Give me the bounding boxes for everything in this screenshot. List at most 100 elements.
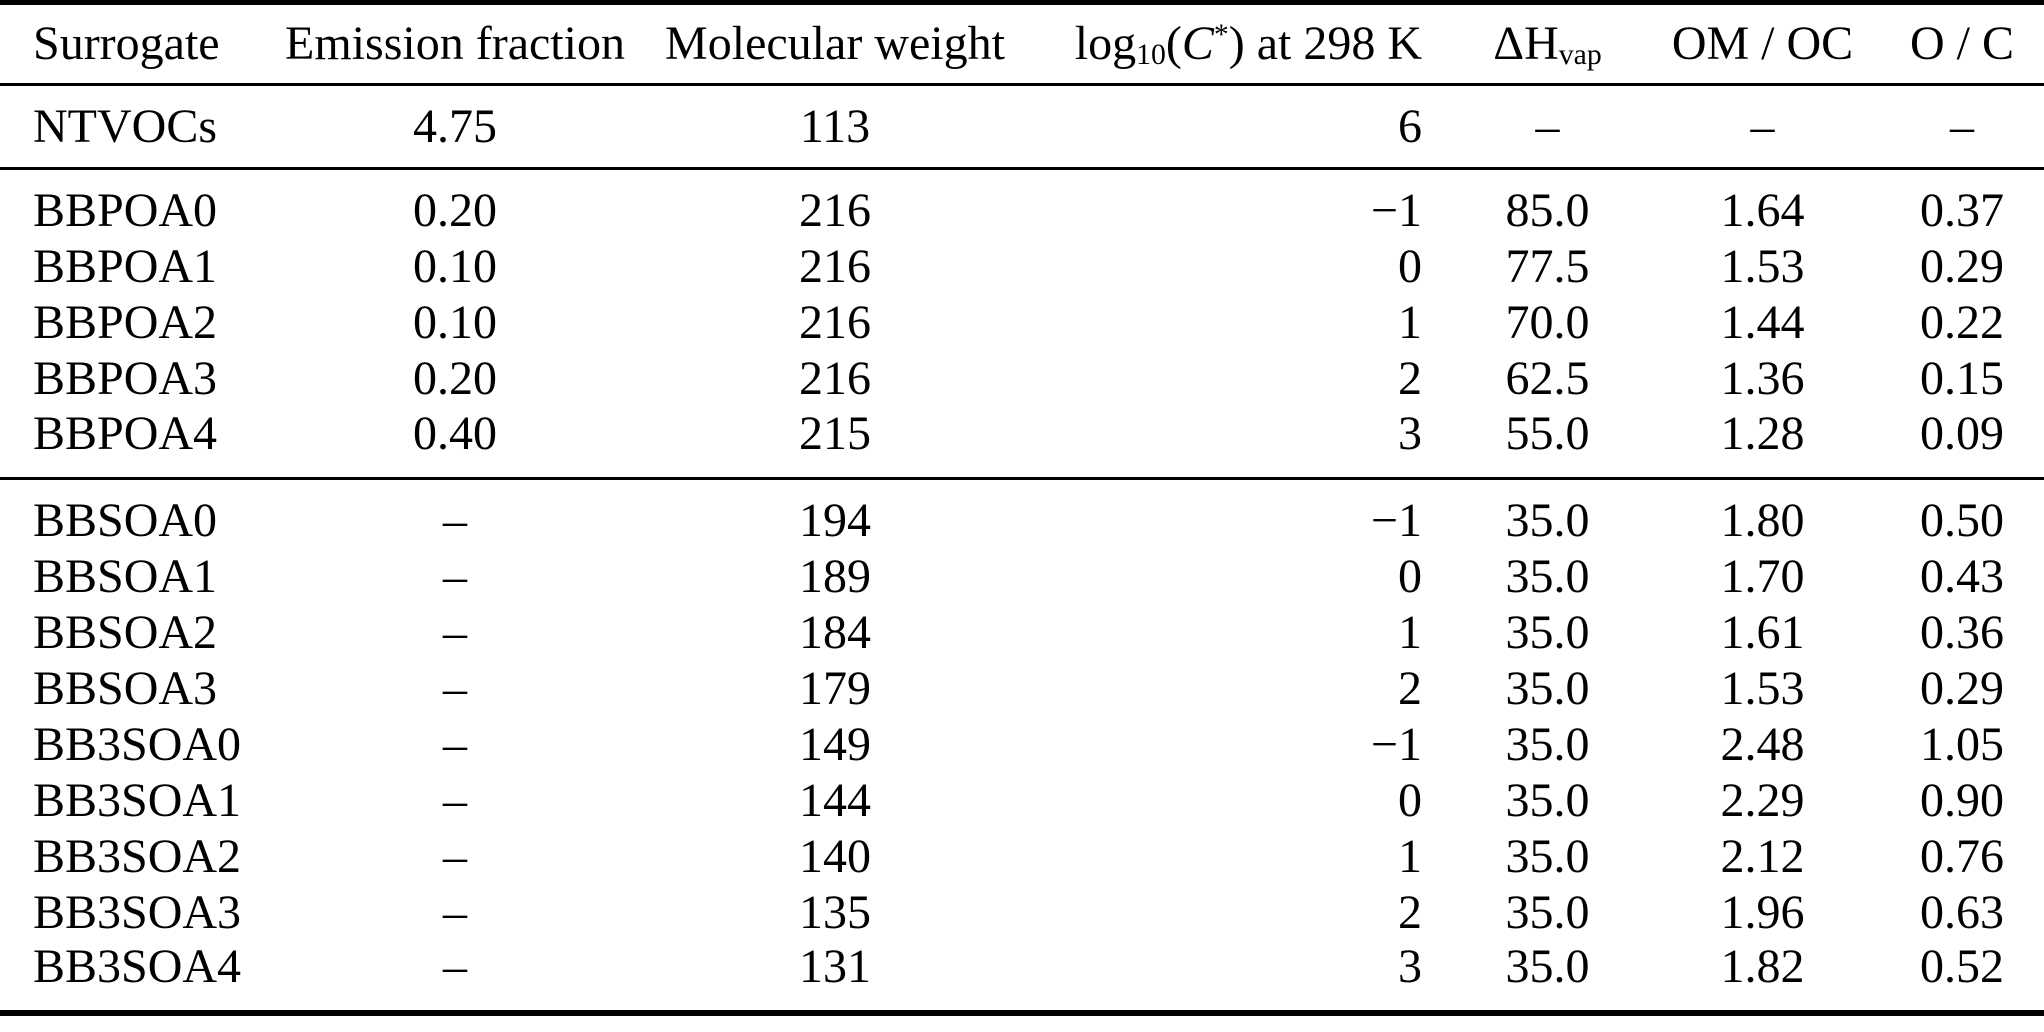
cell-delta-h-vap: 35.0 — [1505, 661, 1590, 715]
cell-delta-h-vap: 35.0 — [1505, 605, 1590, 659]
table-row-BBPOA4: BBPOA4 0.40 215 3 55.0 1.28 0.09 — [0, 407, 2044, 479]
cell-o-c: 0.43 — [1920, 549, 2004, 603]
cell-o-c: 0.50 — [1920, 494, 2004, 548]
cell-log10-cstar-298k: 2 — [1398, 661, 1422, 715]
col-header-molecular-weight: Molecular weight — [665, 17, 1005, 70]
cell-log10-cstar-298k: 1 — [1398, 295, 1422, 349]
cell-emission-fraction: – — [443, 940, 467, 993]
cell-molecular-weight: 216 — [799, 295, 871, 349]
cell-emission-fraction: 0.20 — [413, 351, 497, 405]
cell-om-oc: 1.70 — [1720, 549, 1805, 603]
cell-surrogate: BB3SOA2 — [33, 829, 242, 883]
cell-surrogate: BBPOA1 — [33, 239, 218, 293]
cell-emission-fraction: 0.20 — [413, 184, 497, 238]
cell-emission-fraction: 0.10 — [413, 239, 497, 293]
cell-o-c: 0.29 — [1920, 239, 2004, 293]
cell-o-c: 0.22 — [1920, 295, 2004, 349]
cell-log10-cstar-298k: 0 — [1398, 773, 1422, 827]
cell-molecular-weight: 216 — [799, 184, 871, 238]
cell-om-oc: 2.29 — [1720, 773, 1805, 827]
col-header-o-c: O / C — [1909, 17, 2014, 70]
cell-om-oc: 1.36 — [1720, 351, 1805, 405]
cell-molecular-weight: 179 — [799, 661, 871, 715]
header-text-part: ) at 298 K — [1228, 17, 1422, 70]
cell-surrogate: NTVOCs — [33, 99, 218, 153]
cell-emission-fraction: – — [443, 829, 467, 883]
cell-molecular-weight: 194 — [799, 494, 871, 548]
cell-om-oc: 1.61 — [1720, 605, 1805, 659]
col-header-om-oc: OM / OC — [1671, 17, 1854, 70]
table-row-BBPOA0: BBPOA0 0.20 216 −1 85.0 1.64 0.37 — [0, 169, 2044, 239]
cell-delta-h-vap: 62.5 — [1505, 351, 1590, 405]
cell-molecular-weight: 135 — [799, 885, 871, 939]
cell-molecular-weight: 184 — [799, 605, 871, 659]
cell-o-c: 0.52 — [1920, 940, 2004, 993]
cell-emission-fraction: – — [443, 661, 467, 715]
cell-molecular-weight: 113 — [799, 99, 871, 153]
table-group-ntvoc: NTVOCs 4.75 113 6 – – – — [0, 85, 2044, 169]
header-text-part: log — [1074, 17, 1137, 70]
cell-delta-h-vap: 55.0 — [1505, 406, 1590, 460]
cell-log10-cstar-298k: 3 — [1398, 940, 1422, 993]
cell-log10-cstar-298k: 2 — [1398, 885, 1422, 939]
col-header-delta-h-vap: ΔHvap — [1450, 3, 1645, 85]
cell-o-c: 0.76 — [1920, 829, 2004, 883]
cell-emission-fraction: 0.10 — [413, 295, 497, 349]
cell-delta-h-vap: 35.0 — [1505, 829, 1590, 883]
cell-molecular-weight: 131 — [799, 940, 871, 993]
header-text-part: ΔH — [1493, 17, 1559, 70]
cell-emission-fraction: – — [443, 494, 467, 548]
cell-om-oc: 1.44 — [1720, 295, 1805, 349]
cell-log10-cstar-298k: 2 — [1398, 351, 1422, 405]
cell-o-c: 0.29 — [1920, 661, 2004, 715]
col-header-log10-cstar-298k: log10(C*) at 298 K — [1040, 3, 1450, 85]
cell-log10-cstar-298k: 1 — [1398, 829, 1422, 883]
cell-delta-h-vap: – — [1535, 99, 1560, 153]
cell-log10-cstar-298k: 6 — [1398, 99, 1422, 153]
cell-surrogate: BBSOA2 — [33, 605, 218, 659]
table-row-BBSOA3: BBSOA3 – 179 2 35.0 1.53 0.29 — [0, 661, 2044, 717]
cell-molecular-weight: 215 — [799, 406, 871, 460]
cell-om-oc: 2.48 — [1720, 717, 1805, 771]
table-header: Surrogate Emission fraction Molecular weig… — [0, 3, 2044, 85]
table-group-bbsoa: BBSOA0 – 194 −1 35.0 1.80 0.50 BBSOA1 – 189 0 35.0 1… — [0, 479, 2044, 1013]
header-text-part: vap — [1558, 38, 1602, 72]
cell-molecular-weight: 149 — [799, 717, 871, 771]
cell-surrogate: BBSOA0 — [33, 494, 218, 548]
cell-molecular-weight: 216 — [799, 239, 871, 293]
table-row-BB3SOA0: BB3SOA0 – 149 −1 35.0 2.48 1.05 — [0, 717, 2044, 773]
cell-delta-h-vap: 35.0 — [1505, 494, 1590, 548]
cell-om-oc: 1.80 — [1720, 494, 1805, 548]
cell-log10-cstar-298k: 1 — [1398, 605, 1422, 659]
cell-log10-cstar-298k: −1 — [1370, 494, 1422, 548]
header-text-part: C — [1181, 17, 1214, 70]
cell-delta-h-vap: 35.0 — [1505, 773, 1590, 827]
table-row-BBSOA2: BBSOA2 – 184 1 35.0 1.61 0.36 — [0, 605, 2044, 661]
cell-molecular-weight: 189 — [799, 549, 871, 603]
cell-log10-cstar-298k: 0 — [1398, 239, 1422, 293]
cell-delta-h-vap: 77.5 — [1505, 239, 1590, 293]
cell-o-c: 0.36 — [1920, 605, 2004, 659]
cell-surrogate: BB3SOA4 — [33, 940, 242, 993]
table-row-BBPOA1: BBPOA1 0.10 216 0 77.5 1.53 0.29 — [0, 239, 2044, 295]
cell-om-oc: 1.53 — [1720, 661, 1805, 715]
header-text-part: * — [1213, 18, 1229, 52]
cell-log10-cstar-298k: −1 — [1370, 184, 1422, 238]
header-text-part: ( — [1165, 17, 1182, 70]
table-row-BB3SOA2: BB3SOA2 – 140 1 35.0 2.12 0.76 — [0, 829, 2044, 885]
cell-delta-h-vap: 35.0 — [1505, 940, 1590, 993]
cell-surrogate: BB3SOA0 — [33, 717, 242, 771]
cell-surrogate: BBPOA0 — [33, 184, 218, 238]
cell-o-c: – — [1950, 99, 1974, 153]
table-row-NTVOCs: NTVOCs 4.75 113 6 – – – — [0, 85, 2044, 169]
cell-surrogate: BB3SOA1 — [33, 773, 242, 827]
header-row: Surrogate Emission fraction Molecular weig… — [0, 3, 2044, 85]
table-row-BBSOA1: BBSOA1 – 189 0 35.0 1.70 0.43 — [0, 549, 2044, 605]
cell-emission-fraction: 4.75 — [413, 99, 497, 153]
cell-log10-cstar-298k: 3 — [1398, 406, 1422, 460]
cell-delta-h-vap: 35.0 — [1505, 549, 1590, 603]
col-header-emission-fraction: Emission fraction — [285, 17, 625, 70]
table-row-BB3SOA3: BB3SOA3 – 135 2 35.0 1.96 0.63 — [0, 885, 2044, 941]
cell-o-c: 0.90 — [1920, 773, 2004, 827]
